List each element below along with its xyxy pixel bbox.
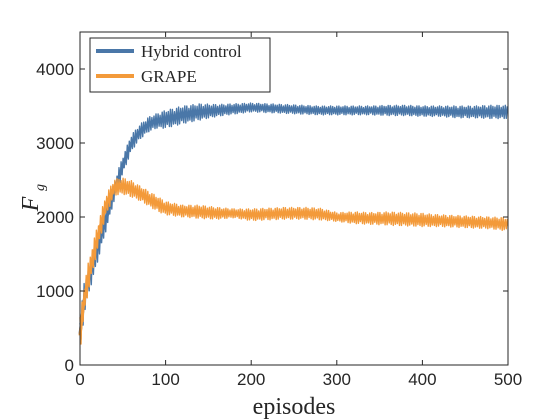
y-tick-label: 3000 — [36, 134, 74, 153]
y-tick-label: 4000 — [36, 60, 74, 79]
y-tick-label: 0 — [65, 356, 74, 375]
x-tick-label: 300 — [323, 370, 351, 389]
x-tick-label: 500 — [494, 370, 522, 389]
legend: Hybrid control GRAPE — [89, 37, 271, 93]
series-layer — [78, 102, 509, 345]
y-tick-label: 1000 — [36, 282, 74, 301]
x-tick-label: 100 — [151, 370, 179, 389]
x-tick-label: 400 — [408, 370, 436, 389]
x-axis-label: episodes — [253, 394, 336, 420]
y-axis-label: F g — [18, 184, 48, 212]
y-axis-label-main: F — [18, 196, 44, 212]
tick-layer: 0 100 200 300 400 500 0 1000 2000 3000 4000 — [36, 32, 522, 389]
x-tick-label: 0 — [75, 370, 84, 389]
y-axis-label-subscript: g — [33, 184, 48, 191]
series-line-grape — [78, 184, 509, 336]
y-tick-label: 2000 — [36, 208, 74, 227]
series-line-hybrid-control — [78, 105, 508, 335]
legend-label-hybrid-control: Hybrid control — [141, 42, 242, 61]
legend-box — [89, 37, 271, 93]
x-tick-label: 200 — [237, 370, 265, 389]
plot-frame — [79, 31, 509, 366]
legend-label-grape: GRAPE — [141, 67, 197, 86]
